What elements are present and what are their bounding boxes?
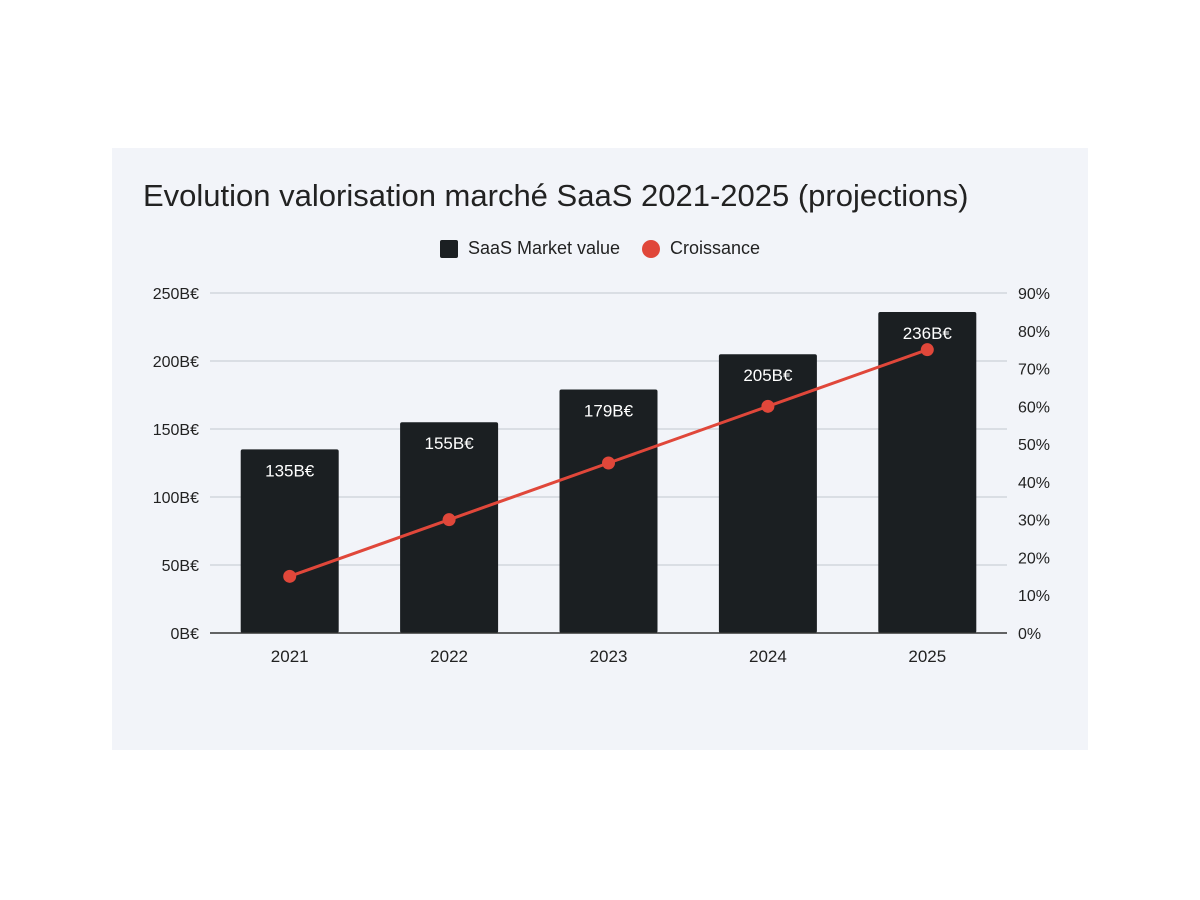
bar-data-label: 205B€ xyxy=(743,366,793,385)
bar-data-label: 155B€ xyxy=(425,434,475,453)
y-left-tick-label: 150B€ xyxy=(153,422,199,439)
legend-swatch-croissance xyxy=(642,239,661,258)
croissance-point xyxy=(442,513,456,527)
legend-item-croissance[interactable]: Croissance xyxy=(642,238,760,259)
croissance-point xyxy=(761,399,775,413)
y-left-tick-label: 0B€ xyxy=(171,626,200,643)
y-right-tick-label: 40% xyxy=(1018,475,1050,492)
legend-item-market-value[interactable]: SaaS Market value xyxy=(439,238,621,259)
y-right-tick-label: 90% xyxy=(1018,286,1050,303)
y-right-tick-label: 10% xyxy=(1018,588,1050,605)
x-tick-label: 2024 xyxy=(749,647,787,666)
bar-data-label: 179B€ xyxy=(584,402,634,421)
y-right-tick-label: 70% xyxy=(1018,362,1050,379)
chart-card: Evolution valorisation marché SaaS 2021-… xyxy=(112,148,1088,750)
x-tick-label: 2025 xyxy=(908,647,946,666)
y-right-tick-label: 80% xyxy=(1018,324,1050,341)
y-right-tick-label: 50% xyxy=(1018,437,1050,454)
legend-swatch-market-value xyxy=(439,239,458,258)
legend-label-market-value: SaaS Market value xyxy=(467,238,621,258)
bar xyxy=(400,422,499,633)
bar-data-label: 236B€ xyxy=(903,324,953,343)
y-right-tick-label: 60% xyxy=(1018,399,1050,416)
y-left-tick-label: 100B€ xyxy=(153,490,199,507)
y-right-tick-label: 0% xyxy=(1018,626,1041,643)
legend-label-croissance: Croissance xyxy=(670,238,761,258)
bar-data-label: 135B€ xyxy=(265,461,315,480)
x-tick-label: 2022 xyxy=(430,647,468,666)
croissance-point xyxy=(920,343,934,357)
chart-title: Evolution valorisation marché SaaS 2021-… xyxy=(143,178,969,213)
legend: SaaS Market value Croissance xyxy=(112,238,1088,259)
y-left-tick-label: 250B€ xyxy=(153,286,199,303)
x-tick-label: 2021 xyxy=(271,647,309,666)
croissance-point xyxy=(283,569,297,583)
bar xyxy=(240,449,339,633)
y-right-tick-label: 30% xyxy=(1018,513,1050,530)
croissance-point xyxy=(602,456,615,470)
y-right-tick-label: 20% xyxy=(1018,550,1050,567)
y-left-tick-label: 50B€ xyxy=(162,558,199,575)
bar xyxy=(878,312,977,633)
bar xyxy=(718,354,817,633)
chart-plot: 0B€ 50B€ 100B€ 150B€ 200B€ 250B€ 0% 10% 20% 30% 40… xyxy=(153,286,1050,666)
y-left-tick-label: 200B€ xyxy=(153,354,199,371)
x-tick-label: 2023 xyxy=(590,647,628,666)
bar xyxy=(559,389,658,633)
